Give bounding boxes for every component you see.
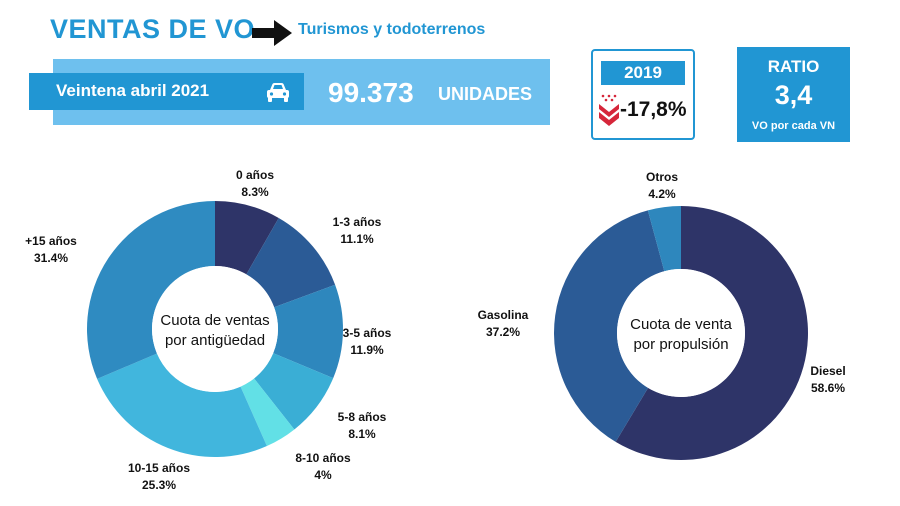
age-slice-3 bbox=[254, 353, 334, 430]
age-value-label: 11.1% bbox=[340, 232, 374, 246]
fuel-category-label: Gasolina bbox=[478, 308, 529, 322]
subtitle: Turismos y todoterrenos bbox=[298, 21, 486, 38]
age-value-label: 25.3% bbox=[142, 478, 176, 492]
ratio-note: VO por cada VN bbox=[751, 120, 836, 132]
age-slice-2 bbox=[273, 284, 344, 379]
ratio-card: RATIO 3,4 VO por cada VN bbox=[737, 47, 850, 142]
age-donut-hole bbox=[152, 266, 278, 392]
comparison-year: 2019 bbox=[601, 61, 685, 85]
age-value-label: 11.9% bbox=[350, 343, 384, 357]
fuel-center-label: Cuota de venta bbox=[630, 316, 732, 333]
age-slice-1 bbox=[246, 217, 336, 308]
right-arrow-icon bbox=[252, 20, 292, 46]
fuel-donut-hole bbox=[617, 269, 745, 397]
fuel-slice-1 bbox=[554, 210, 665, 442]
period-badge: Veintena abril 2021 bbox=[29, 73, 304, 110]
change-percentage: -17,8% bbox=[620, 98, 687, 121]
age-slice-6 bbox=[86, 201, 215, 379]
age-category-label: 1-3 años bbox=[333, 215, 382, 229]
age-center-label: por antigüedad bbox=[165, 332, 265, 349]
fuel-category-label: Diesel bbox=[810, 364, 845, 378]
age-slice-0 bbox=[215, 201, 279, 275]
car-icon bbox=[267, 83, 289, 102]
age-value-label: 4% bbox=[314, 468, 332, 482]
age-value-label: 31.4% bbox=[34, 251, 68, 265]
age-category-label: 10-15 años bbox=[128, 461, 190, 475]
age-value-label: 8.3% bbox=[241, 185, 269, 199]
age-slice-5 bbox=[97, 353, 267, 457]
year-comparison-card: 2019 -17,8% bbox=[591, 49, 695, 140]
age-category-label: 8-10 años bbox=[295, 451, 351, 465]
age-category-label: 0 años bbox=[236, 168, 274, 182]
age-slice-4 bbox=[240, 378, 295, 447]
fuel-category-label: Otros bbox=[646, 170, 678, 184]
page-title: VENTAS DE VO bbox=[50, 14, 256, 44]
fuel-value-label: 4.2% bbox=[648, 187, 676, 201]
period-label: Veintena abril 2021 bbox=[56, 81, 210, 100]
fuel-center-label: por propulsión bbox=[633, 336, 728, 353]
age-value-label: 8.1% bbox=[348, 427, 376, 441]
age-category-label: +15 años bbox=[25, 234, 77, 248]
age-category-label: 3-5 años bbox=[343, 326, 392, 340]
units-value: 99.373 bbox=[328, 77, 414, 108]
fuel-slice-0 bbox=[615, 206, 808, 461]
fuel-value-label: 58.6% bbox=[811, 381, 845, 395]
ratio-value: 3,4 bbox=[774, 80, 813, 110]
units-label: UNIDADES bbox=[438, 84, 533, 104]
down-chevrons-icon bbox=[599, 94, 619, 126]
fuel-slice-2 bbox=[647, 206, 681, 272]
age-center-label: Cuota de ventas bbox=[160, 312, 269, 329]
ratio-title: RATIO bbox=[767, 57, 820, 76]
age-category-label: 5-8 años bbox=[338, 410, 387, 424]
fuel-value-label: 37.2% bbox=[486, 325, 520, 339]
